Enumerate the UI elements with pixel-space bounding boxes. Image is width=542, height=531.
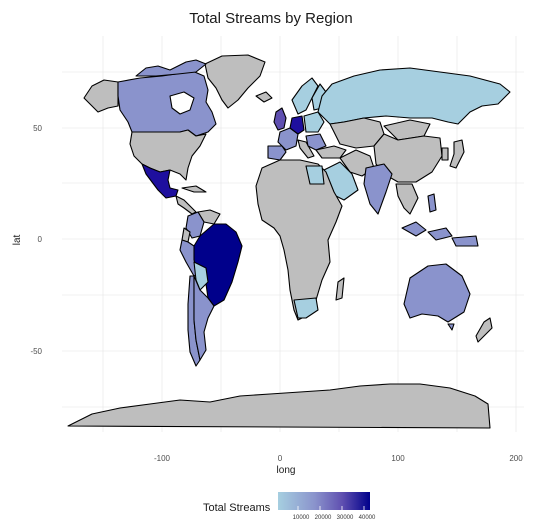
iceland <box>255 91 273 103</box>
legend-tick-label: 10000 <box>292 515 310 521</box>
legend-tick-label: 40000 <box>358 515 376 521</box>
tasmania <box>447 323 455 331</box>
new-zealand <box>475 317 493 343</box>
x-tick-label: 200 <box>509 454 523 463</box>
canadian-arctic-islands <box>135 59 207 77</box>
turkey <box>315 145 347 159</box>
korea <box>441 147 449 161</box>
antarctica <box>67 383 491 429</box>
cuba <box>181 185 207 193</box>
germany <box>289 115 305 135</box>
philippines <box>427 193 437 213</box>
legend-tick-label: 30000 <box>336 515 354 521</box>
indonesia <box>401 221 479 247</box>
canada <box>117 69 217 137</box>
japan <box>449 139 465 169</box>
legend-colorbar <box>278 492 370 510</box>
y-tick-label: 50 <box>33 124 42 133</box>
united-kingdom <box>273 107 287 131</box>
legend-title: Total Streams <box>203 502 271 514</box>
legend-gradient <box>278 492 370 510</box>
balkans <box>305 133 327 151</box>
russia <box>317 67 511 125</box>
x-tick-label: 0 <box>278 454 283 463</box>
x-tick-label: -100 <box>154 454 171 463</box>
mongolia <box>383 119 431 141</box>
x-axis-label: long <box>277 465 296 476</box>
y-tick-label: -50 <box>30 347 42 356</box>
southeast-asia <box>395 183 419 215</box>
greenland <box>204 54 266 109</box>
australia <box>403 263 471 323</box>
madagascar <box>335 277 345 301</box>
landmasses <box>67 54 511 429</box>
italy <box>297 139 315 159</box>
y-axis-label: lat <box>12 234 23 245</box>
hudson-bay <box>169 91 195 115</box>
india <box>363 163 393 215</box>
alaska <box>83 79 119 113</box>
central-america <box>175 195 197 215</box>
spain-portugal <box>267 145 287 161</box>
mexico <box>141 163 179 199</box>
legend-tick-label: 20000 <box>314 515 332 521</box>
argentina <box>193 275 215 361</box>
egypt <box>305 165 325 185</box>
south-africa <box>293 297 319 319</box>
legend-ticks: 10000 20000 30000 40000 <box>278 515 378 525</box>
y-tick-label: 0 <box>38 235 43 244</box>
x-tick-label: 100 <box>391 454 405 463</box>
world-map-plot: -100 0 100 200 50 0 -50 long lat <box>12 36 524 476</box>
poland-east-europe <box>303 111 325 133</box>
chart-title: Total Streams by Region <box>189 10 353 27</box>
